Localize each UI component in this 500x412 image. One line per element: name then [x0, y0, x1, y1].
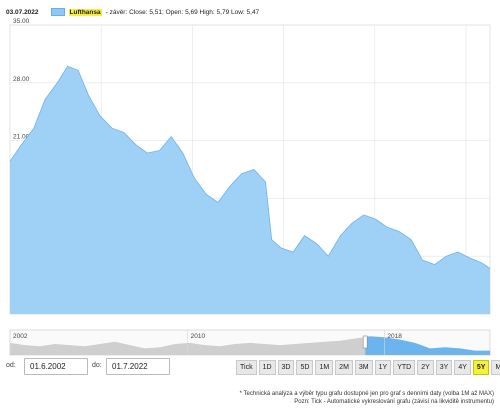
footnotes: * Technická analýza a výběr typu grafu d…	[240, 390, 494, 406]
navigator-selected-area	[365, 336, 490, 355]
navigator-area	[10, 337, 366, 355]
series-swatch	[50, 8, 65, 16]
range-button-ytd[interactable]: YTD	[393, 360, 416, 375]
from-label: od:	[6, 362, 16, 369]
footnote-technical: * Technická analýza a výběr typu grafu d…	[239, 391, 494, 397]
series-line	[9, 65, 491, 269]
range-button-5d[interactable]: 5D	[296, 360, 314, 375]
navigator-year-label: 2010	[191, 333, 206, 340]
chart-legend: 03.07.2022 Lufthansa - závěr: Close: 5,5…	[6, 6, 259, 18]
to-date-input[interactable]: 01.7.2022	[106, 358, 170, 375]
range-button-2m[interactable]: 2M	[335, 360, 353, 375]
range-button-1m[interactable]: 1M	[315, 360, 334, 375]
range-button-3d[interactable]: 3D	[277, 360, 295, 375]
range-button-1d[interactable]: 1D	[258, 360, 276, 375]
legend-date: 03.07.2022	[6, 8, 39, 16]
range-selector: Tick1D3D5D1M2M3M1YYTD2Y3Y4Y5YMax	[236, 360, 500, 375]
navigator-frame	[9, 329, 491, 356]
legend-ohlc-text: - závěr: Close: 5,51; Open: 5,69 High: 5…	[105, 8, 260, 16]
series-area	[10, 66, 490, 314]
y-tick-label: 35.00	[13, 18, 30, 25]
range-button-2y[interactable]: 2Y	[417, 360, 434, 375]
navigator-handle	[362, 335, 368, 349]
to-label: do:	[92, 362, 102, 369]
range-button-1y[interactable]: 1Y	[374, 360, 392, 375]
range-button-tick[interactable]: Tick	[236, 360, 257, 375]
from-date-input[interactable]: 01.6.2002	[24, 358, 88, 375]
range-button-4y[interactable]: 4Y	[454, 360, 471, 375]
range-button-5y[interactable]: 5Y	[472, 360, 490, 375]
date-range-inputs: od: 01.6.2002 do: 01.7.2022	[0, 358, 235, 376]
range-button-3y[interactable]: 3Y	[435, 360, 453, 375]
navigator-year-label: 2018	[387, 333, 402, 340]
y-tick-label: 28.00	[13, 76, 30, 83]
range-button-max[interactable]: Max	[491, 360, 500, 375]
range-button-3m[interactable]: 3M	[354, 360, 373, 375]
footnote-tick: Pozn: Tick - Automatické vykreslování gr…	[294, 399, 494, 405]
navigator-year-label: 2002	[13, 333, 28, 340]
legend-series-name: Lufthansa	[68, 8, 102, 16]
y-tick-label: 21.00	[13, 134, 30, 141]
